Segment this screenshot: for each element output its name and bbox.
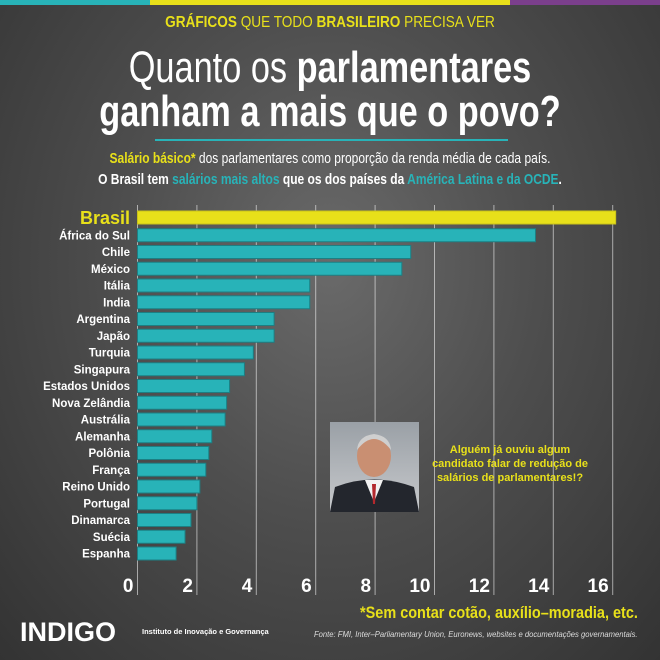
- bar: [137, 546, 177, 561]
- sub-text: dos parlamentares como proporção da rend…: [195, 150, 551, 167]
- subtitle-2: O Brasil tem salários mais altos que os …: [66, 171, 594, 188]
- purple-strip: [510, 0, 660, 5]
- category-label: Brasil: [80, 208, 130, 228]
- bar: [137, 328, 275, 343]
- x-tick-label: 0: [123, 576, 134, 597]
- x-tick-label: 16: [588, 576, 609, 597]
- institute-name: Instituto de Inovação e Governança: [142, 627, 269, 636]
- title-light: Quanto os: [128, 43, 297, 92]
- category-label: Suécia: [93, 532, 131, 544]
- category-label: Estados Unidos: [43, 381, 130, 393]
- kicker: GRÁFICOS QUE TODO BRASILEIRO PRECISA VER: [50, 14, 611, 32]
- category-label: Austrália: [81, 415, 131, 427]
- bar: [137, 278, 311, 293]
- bar: [137, 228, 536, 243]
- category-label: Reino Unido: [62, 482, 130, 494]
- indigo-logo: INDIGO: [20, 617, 117, 647]
- category-label: Espanha: [82, 549, 131, 561]
- kicker-text: QUE TODO: [236, 14, 317, 31]
- bar: [137, 513, 192, 527]
- category-label: Japão: [97, 331, 130, 343]
- category-label: Nova Zelândia: [52, 398, 131, 410]
- bar: [137, 496, 198, 511]
- x-tick-label: 4: [242, 576, 253, 597]
- category-label: Argentina: [76, 314, 130, 326]
- bar: [137, 529, 186, 544]
- bar: [137, 261, 403, 276]
- kicker-text: PRECISA VER: [400, 14, 495, 31]
- bar: [137, 479, 201, 494]
- category-label: África do Sul: [59, 229, 130, 242]
- kicker-bold: GRÁFICOS: [165, 14, 237, 31]
- subtitle-1: Salário básico* dos parlamentares como p…: [66, 150, 594, 167]
- divider: [155, 139, 508, 141]
- x-tick-label: 14: [528, 576, 550, 597]
- x-tick-label: 2: [182, 576, 193, 597]
- title-line-2: ganham a mais que o povo?: [99, 87, 561, 136]
- teal-strip: [0, 0, 150, 5]
- category-label: India: [103, 297, 130, 309]
- x-tick-label: 6: [301, 576, 312, 597]
- yellow-strip: [150, 0, 510, 5]
- bar: [137, 395, 228, 410]
- category-label: Alemanha: [75, 431, 131, 443]
- bar: [137, 345, 254, 360]
- category-label: Turquia: [89, 348, 131, 360]
- bar: [137, 245, 412, 259]
- title-bold: parlamentares: [296, 43, 532, 92]
- politician-photo: [330, 422, 419, 512]
- sub-highlight: salários mais altos: [172, 171, 280, 188]
- bar: [137, 446, 210, 460]
- category-label: França: [92, 465, 130, 477]
- source-text: Fonte: FMI, Inter–Parliamentary Union, E…: [314, 629, 638, 639]
- category-label: Polônia: [88, 448, 130, 460]
- sub-text: O Brasil tem: [98, 171, 173, 188]
- sub-text: que os dos países da: [279, 171, 408, 188]
- person-illustration: [330, 434, 419, 512]
- x-tick-label: 10: [409, 576, 430, 597]
- sub-text: .: [558, 171, 562, 188]
- category-label: Singapura: [74, 364, 131, 376]
- x-tick-label: 12: [469, 576, 490, 597]
- x-tick-label: 8: [361, 576, 372, 597]
- callout-text: Alguém já ouviu algum candidato falar de…: [432, 444, 588, 484]
- footnote: *Sem contar cotão, auxílio–moradia, etc.: [360, 603, 638, 622]
- category-label: México: [91, 264, 130, 276]
- category-label: Portugal: [83, 498, 130, 510]
- bar: [137, 412, 226, 427]
- bar: [137, 462, 207, 477]
- category-label: Dinamarca: [71, 515, 130, 527]
- bar: [137, 429, 213, 444]
- bar: [137, 312, 275, 326]
- bar: [137, 295, 311, 310]
- title-line-1: Quanto os parlamentares: [73, 46, 588, 90]
- bar: [137, 362, 245, 377]
- sub-highlight: América Latina e da OCDE: [407, 171, 559, 188]
- category-label: Itália: [104, 281, 131, 293]
- bar: [137, 379, 231, 393]
- bar: [137, 210, 617, 225]
- category-label: Chile: [102, 247, 130, 259]
- kicker-bold: BRASILEIRO: [316, 14, 401, 31]
- sub-highlight: Salário básico*: [109, 150, 196, 167]
